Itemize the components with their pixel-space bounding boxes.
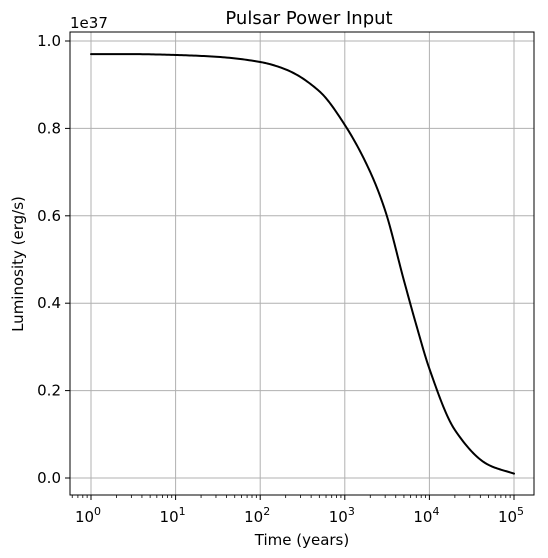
- y-tick-label: 0.2: [37, 382, 61, 400]
- x-tick-exponent: 5: [517, 505, 524, 518]
- grid: [70, 32, 534, 495]
- y-tick-label: 0.0: [37, 469, 61, 487]
- x-tick-base: 10: [244, 508, 263, 526]
- y-axis-offset-label: 1e37: [70, 14, 108, 32]
- x-tick-label: 103: [329, 505, 355, 526]
- x-tick-base: 10: [329, 508, 348, 526]
- x-tick-label: 104: [413, 505, 439, 526]
- series-line: [90, 53, 515, 475]
- x-tick-label: 102: [244, 505, 270, 526]
- y-axis-ticks: 0.0 0.2 0.4 0.6 0.8 1.0: [37, 32, 70, 487]
- x-tick-base: 10: [160, 508, 179, 526]
- x-tick-exponent: 2: [263, 505, 270, 518]
- x-tick-label: 101: [160, 505, 186, 526]
- y-tick-label: 0.4: [37, 294, 61, 312]
- y-tick-label: 0.6: [37, 207, 61, 225]
- plot-area: [69, 31, 535, 496]
- y-tick-label: 1.0: [37, 32, 61, 50]
- x-tick-exponent: 4: [432, 505, 439, 518]
- x-tick-exponent: 3: [348, 505, 355, 518]
- x-tick-base: 10: [75, 508, 94, 526]
- x-tick-base: 10: [498, 508, 517, 526]
- y-axis-label: Luminosity (erg/s): [9, 196, 27, 332]
- x-axis-label: Time (years): [254, 531, 349, 549]
- x-axis-ticks: 100 101 102 103 104 105: [75, 495, 524, 526]
- x-tick-exponent: 0: [94, 505, 101, 518]
- x-tick-label: 105: [498, 505, 524, 526]
- y-tick-label: 0.8: [37, 119, 61, 137]
- x-tick-label: 100: [75, 505, 101, 526]
- x-tick-base: 10: [413, 508, 432, 526]
- x-minor-ticks: [71, 495, 511, 498]
- chart-title: Pulsar Power Input: [225, 8, 392, 29]
- x-tick-exponent: 1: [179, 505, 186, 518]
